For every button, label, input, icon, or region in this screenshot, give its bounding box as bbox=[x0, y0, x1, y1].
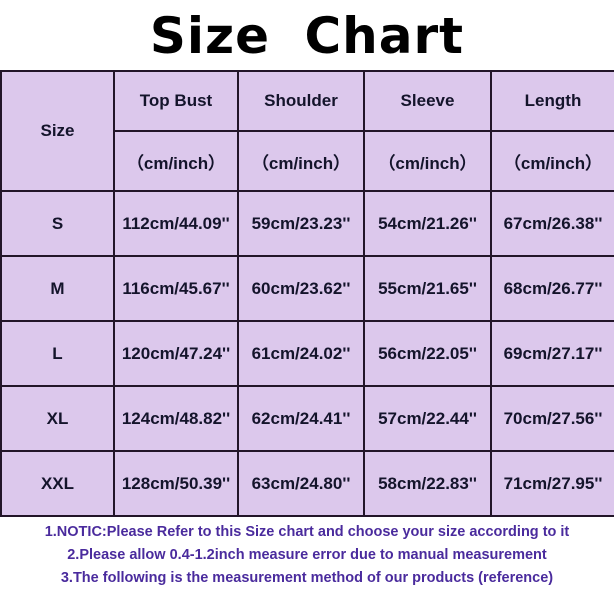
cell-value: 68cm/26.77'' bbox=[490, 255, 614, 322]
size-chart-table: Size Top Bust Shoulder Sleeve Length （cm… bbox=[0, 70, 614, 517]
unit-top-bust: （cm/inch） bbox=[113, 130, 239, 192]
cell-value: 56cm/22.05'' bbox=[363, 320, 492, 387]
table-row: XL 124cm/48.82'' 62cm/24.41'' 57cm/22.44… bbox=[0, 385, 614, 452]
table-row: S 112cm/44.09'' 59cm/23.23'' 54cm/21.26'… bbox=[0, 190, 614, 257]
cell-value: 60cm/23.62'' bbox=[237, 255, 365, 322]
row-label-xxl: XXL bbox=[0, 450, 115, 517]
cell-value: 59cm/23.23'' bbox=[237, 190, 365, 257]
column-header-length: Length bbox=[490, 70, 614, 132]
cell-value: 70cm/27.56'' bbox=[490, 385, 614, 452]
cell-value: 128cm/50.39'' bbox=[113, 450, 239, 517]
row-label-s: S bbox=[0, 190, 115, 257]
notice-line-3: 3.The following is the measurement metho… bbox=[60, 570, 554, 586]
table-header-row: Size Top Bust Shoulder Sleeve Length bbox=[0, 70, 614, 192]
column-header-top-bust: Top Bust bbox=[113, 70, 239, 132]
cell-value: 69cm/27.17'' bbox=[490, 320, 614, 387]
row-label-l: L bbox=[0, 320, 115, 387]
notice-line-2: 2.Please allow 0.4-1.2inch measure error… bbox=[67, 547, 547, 563]
page-title: Size Chart bbox=[149, 7, 465, 65]
cell-value: 55cm/21.65'' bbox=[363, 255, 492, 322]
cell-value: 112cm/44.09'' bbox=[113, 190, 239, 257]
row-label-m: M bbox=[0, 255, 115, 322]
table-row: L 120cm/47.24'' 61cm/24.02'' 56cm/22.05'… bbox=[0, 320, 614, 387]
cell-value: 63cm/24.80'' bbox=[237, 450, 365, 517]
table-row: M 116cm/45.67'' 60cm/23.62'' 55cm/21.65'… bbox=[0, 255, 614, 322]
cell-value: 61cm/24.02'' bbox=[237, 320, 365, 387]
notice-line-1: 1.NOTIC:Please Refer to this Size chart … bbox=[44, 524, 570, 540]
table-row: XXL 128cm/50.39'' 63cm/24.80'' 58cm/22.8… bbox=[0, 450, 614, 517]
unit-length: （cm/inch） bbox=[490, 130, 614, 192]
notice-text-block: 1.NOTIC:Please Refer to this Size chart … bbox=[0, 521, 614, 590]
cell-value: 57cm/22.44'' bbox=[363, 385, 492, 452]
cell-value: 124cm/48.82'' bbox=[113, 385, 239, 452]
cell-value: 116cm/45.67'' bbox=[113, 255, 239, 322]
cell-value: 67cm/26.38'' bbox=[490, 190, 614, 257]
row-label-xl: XL bbox=[0, 385, 115, 452]
unit-sleeve: （cm/inch） bbox=[363, 130, 492, 192]
cell-value: 62cm/24.41'' bbox=[237, 385, 365, 452]
table-unit-row: （cm/inch） （cm/inch） （cm/inch） （cm/inch） bbox=[1, 130, 614, 192]
column-header-size: Size bbox=[0, 70, 115, 192]
unit-shoulder: （cm/inch） bbox=[237, 130, 365, 192]
column-header-shoulder: Shoulder bbox=[237, 70, 365, 132]
cell-value: 71cm/27.95'' bbox=[490, 450, 614, 517]
cell-value: 120cm/47.24'' bbox=[113, 320, 239, 387]
cell-value: 58cm/22.83'' bbox=[363, 450, 492, 517]
cell-value: 54cm/21.26'' bbox=[363, 190, 492, 257]
column-header-sleeve: Sleeve bbox=[363, 70, 492, 132]
